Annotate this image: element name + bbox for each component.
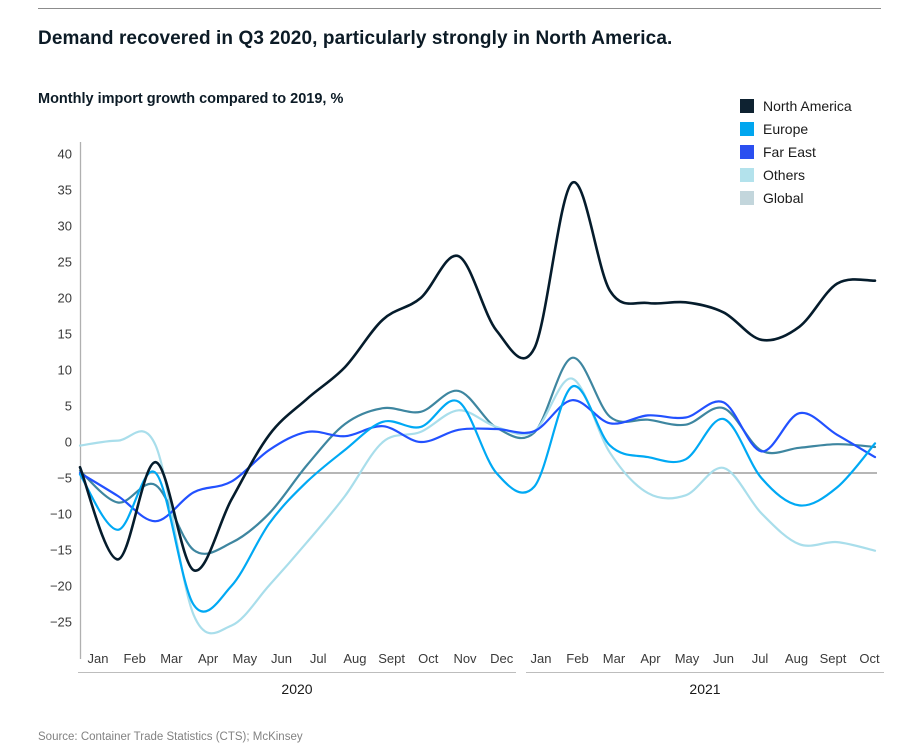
y-tick-label: 5	[65, 399, 72, 414]
month-label: May	[233, 651, 258, 666]
month-label: Jan	[531, 651, 552, 666]
month-label: Oct	[859, 651, 880, 666]
legend-label: Far East	[763, 143, 816, 160]
month-label: Mar	[603, 651, 626, 666]
month-label: Oct	[418, 651, 439, 666]
legend-item-global: Global	[740, 189, 852, 206]
legend-label: Others	[763, 166, 806, 183]
month-label: Mar	[160, 651, 183, 666]
year-label: 2021	[689, 681, 720, 697]
month-label: May	[675, 651, 700, 666]
legend-label: North America	[763, 97, 852, 114]
legend-label: Europe	[763, 120, 809, 137]
month-label: Aug	[343, 651, 366, 666]
y-tick-label: 0	[65, 435, 72, 450]
series-line-europe	[78, 385, 877, 613]
month-label: Jan	[88, 651, 109, 666]
legend-label: Global	[763, 189, 804, 206]
chart-subtitle: Monthly import growth compared to 2019, …	[38, 91, 344, 107]
series-line-far-east	[78, 399, 877, 523]
month-label: Feb	[566, 651, 588, 666]
month-label: Nov	[453, 651, 477, 666]
chart-title: Demand recovered in Q3 2020, particularl…	[38, 28, 673, 49]
month-label: Jun	[713, 651, 734, 666]
legend-swatch	[740, 190, 754, 205]
y-tick-label: −15	[50, 543, 72, 558]
y-tick-label: −10	[50, 507, 72, 522]
legend-item-far-east: Far East	[740, 143, 852, 160]
y-tick-label: 25	[58, 255, 72, 270]
series-line-north-america	[78, 181, 877, 572]
series-line-global	[78, 356, 877, 555]
y-tick-label: −5	[57, 471, 72, 486]
y-tick-label: −25	[50, 615, 72, 630]
y-tick-label: 30	[58, 219, 72, 234]
month-label: Jun	[271, 651, 292, 666]
y-tick-label: −20	[50, 579, 72, 594]
month-label: Apr	[640, 651, 661, 666]
top-rule	[38, 8, 881, 9]
legend-item-north-america: North America	[740, 97, 852, 114]
month-label: Jul	[752, 651, 769, 666]
y-tick-label: 20	[58, 291, 72, 306]
month-label: Sept	[820, 651, 847, 666]
legend-item-europe: Europe	[740, 120, 852, 137]
y-tick-label: 15	[58, 327, 72, 342]
y-tick-label: 10	[58, 363, 72, 378]
y-tick-label: 40	[58, 147, 72, 162]
legend: North America Europe Far East Others Global	[740, 97, 852, 206]
month-label: Sept	[378, 651, 405, 666]
month-label: Feb	[123, 651, 145, 666]
month-label: Jul	[310, 651, 327, 666]
y-tick-label: 35	[58, 183, 72, 198]
legend-swatch	[740, 144, 754, 159]
year-label: 2020	[281, 681, 312, 697]
series-line-others	[78, 377, 877, 635]
legend-swatch	[740, 167, 754, 182]
legend-item-others: Others	[740, 166, 852, 183]
legend-swatch	[740, 98, 754, 113]
month-label: Dec	[490, 651, 514, 666]
month-label: Aug	[785, 651, 808, 666]
source-note: Source: Container Trade Statistics (CTS)…	[38, 731, 303, 743]
month-label: Apr	[198, 651, 219, 666]
legend-swatch	[740, 121, 754, 136]
